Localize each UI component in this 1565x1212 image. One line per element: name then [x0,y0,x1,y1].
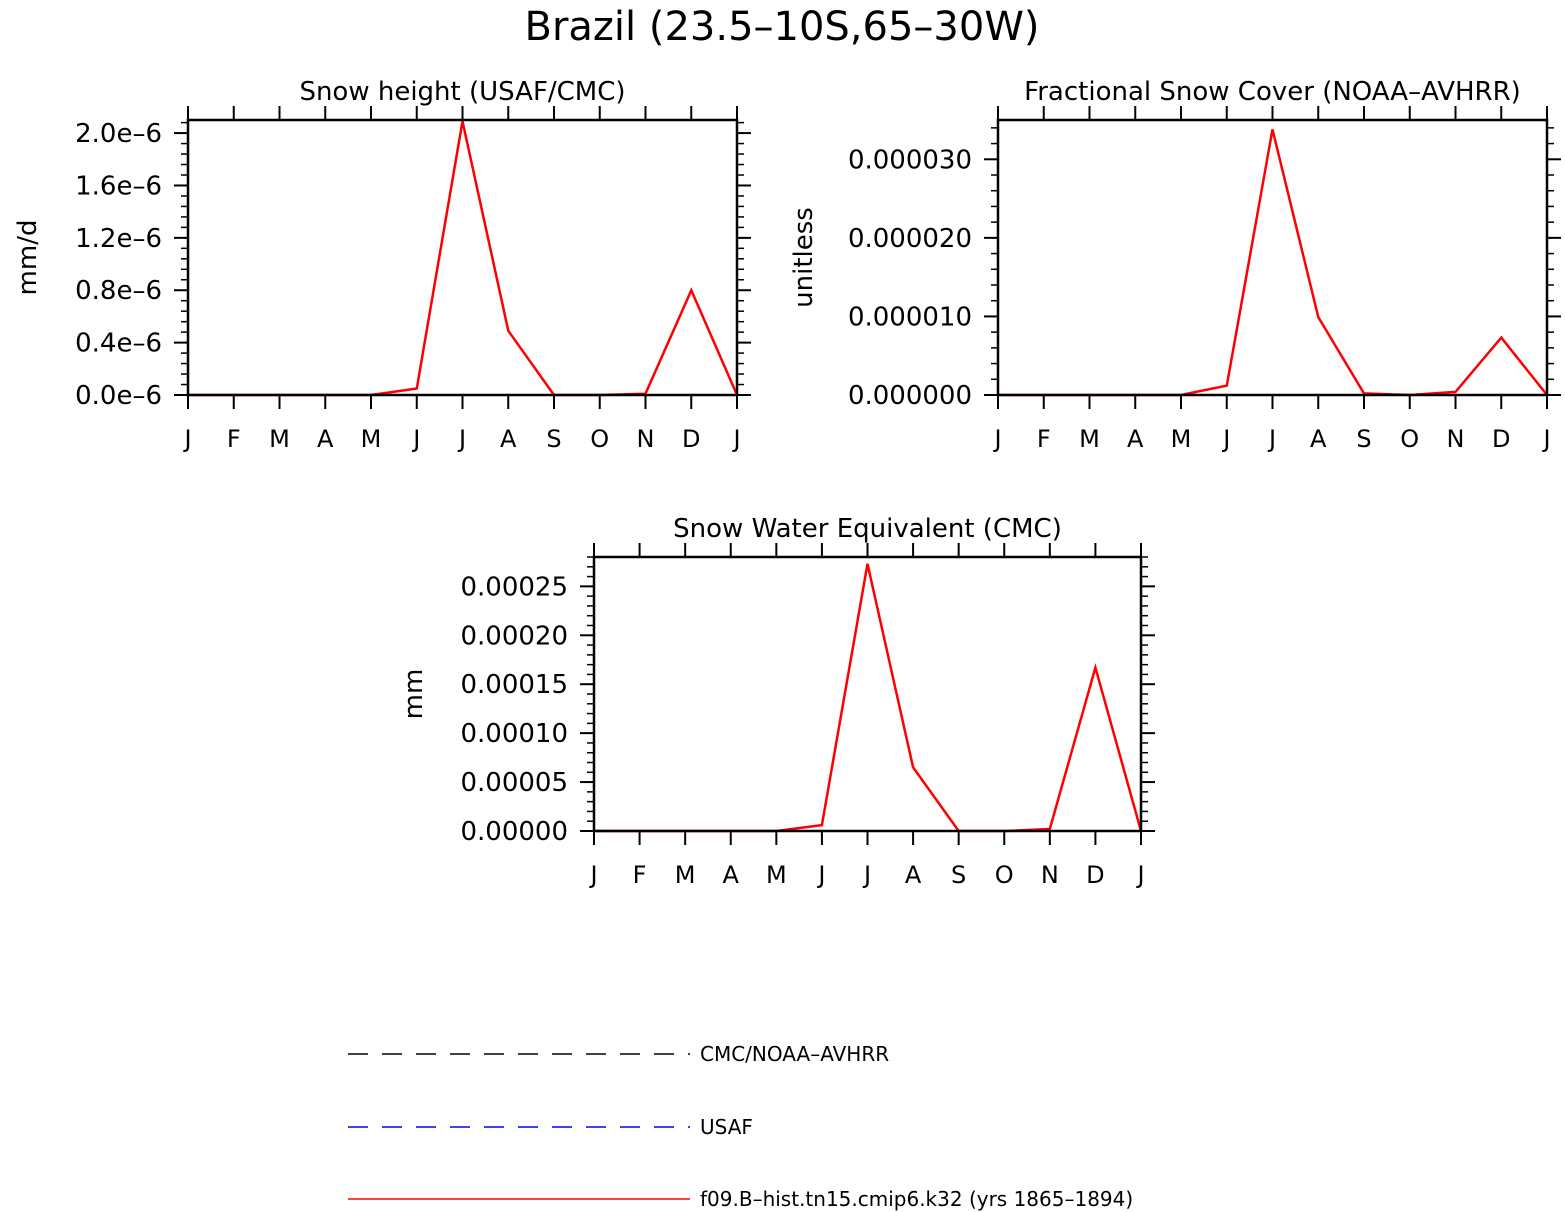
chart-title: Snow height (USAF/CMC) [299,77,625,107]
y-tick-label: 0.000000 [848,381,972,411]
x-tick-label: N [637,425,655,453]
x-tick-label: J [1541,425,1550,453]
legend: CMC/NOAA–AVHRR USAF f09.B–hist.tn15.cmip… [348,1042,1133,1211]
x-tick-label: F [633,861,647,889]
y-tick-label: 0.00000 [460,817,568,847]
x-tick-label: D [1492,425,1510,453]
x-tick-label: O [590,425,609,453]
y-tick-label: 2.0e–6 [75,119,162,149]
x-tick-label: A [500,425,517,453]
series-line-model [188,121,739,397]
x-tick-label: O [995,861,1014,889]
x-tick-label: J [1135,861,1144,889]
y-tick-label: 0.00020 [460,621,568,651]
y-tick-label: 0.4e–6 [75,329,162,359]
y-tick-label: 0.000030 [848,145,972,175]
y-tick-label: 1.6e–6 [75,171,162,201]
x-tick-label: F [227,425,241,453]
y-tick-label: 0.00010 [460,719,568,749]
series-line-model [998,129,1548,397]
x-tick-label: D [682,425,700,453]
legend-label-model: f09.B–hist.tn15.cmip6.k32 (yrs 1865–1894… [700,1187,1133,1211]
x-tick-label: M [1079,425,1100,453]
y-axis-label: mm [399,669,429,720]
chart-snow-height: Snow height (USAF/CMC)mm/dJ F M A M J J A S O N D J0… [13,77,751,453]
x-tick-label: N [1041,861,1059,889]
x-tick-label: J [1221,425,1230,453]
y-axis-label: unitless [789,207,819,308]
plot-frame [186,118,739,397]
x-tick-label: M [1171,425,1192,453]
x-tick-label: N [1447,425,1465,453]
y-tick-label: 0.8e–6 [75,276,162,306]
x-tick-label: F [1037,425,1051,453]
x-tick-label: J [411,425,420,453]
x-tick-label: A [1127,425,1144,453]
x-tick-label: M [269,425,290,453]
figure-title: Brazil (23.5–10S,65–30W) [525,4,1040,50]
plot-frame [996,118,1549,397]
x-tick-label: J [457,425,466,453]
x-tick-label: J [731,425,740,453]
x-tick-label: J [816,861,825,889]
series-line-model [594,563,1143,833]
x-tick-label: M [361,425,382,453]
x-tick-label: A [905,861,922,889]
y-tick-label: 0.00015 [460,670,568,700]
legend-label-usaf: USAF [700,1115,753,1139]
x-tick-label: J [588,861,597,889]
y-axis-label: mm/d [13,220,43,296]
x-tick-label: A [1310,425,1327,453]
x-tick-label: M [766,861,787,889]
x-tick-label: J [1267,425,1276,453]
x-tick-label: J [862,861,871,889]
y-tick-label: 0.00025 [460,572,568,602]
chart-snow-water-equivalent: Snow Water Equivalent (CMC)mmJ F M A M J J A S O N… [399,514,1155,889]
y-tick-label: 0.000010 [848,302,972,332]
x-tick-label: S [1356,425,1371,453]
x-tick-label: S [546,425,561,453]
chart-fractional-snow-cover: Fractional Snow Cover (NOAA–AVHRR) unitle… [789,77,1561,453]
y-tick-label: 1.2e–6 [75,224,162,254]
legend-label-cmc-noaa-avhrr: CMC/NOAA–AVHRR [700,1042,889,1066]
x-tick-label: D [1086,861,1104,889]
x-tick-label: S [951,861,966,889]
x-tick-label: O [1400,425,1419,453]
y-tick-label: 0.000020 [848,224,972,254]
x-tick-label: A [317,425,334,453]
x-tick-label: A [723,861,740,889]
x-tick-label: J [182,425,191,453]
plot-frame [592,555,1143,833]
chart-title: Fractional Snow Cover (NOAA–AVHRR) [1024,77,1521,107]
y-tick-label: 0.00005 [460,768,568,798]
chart-title: Snow Water Equivalent (CMC) [673,514,1062,544]
x-tick-label: M [675,861,696,889]
x-tick-label: J [992,425,1001,453]
y-tick-label: 0.0e–6 [75,381,162,411]
